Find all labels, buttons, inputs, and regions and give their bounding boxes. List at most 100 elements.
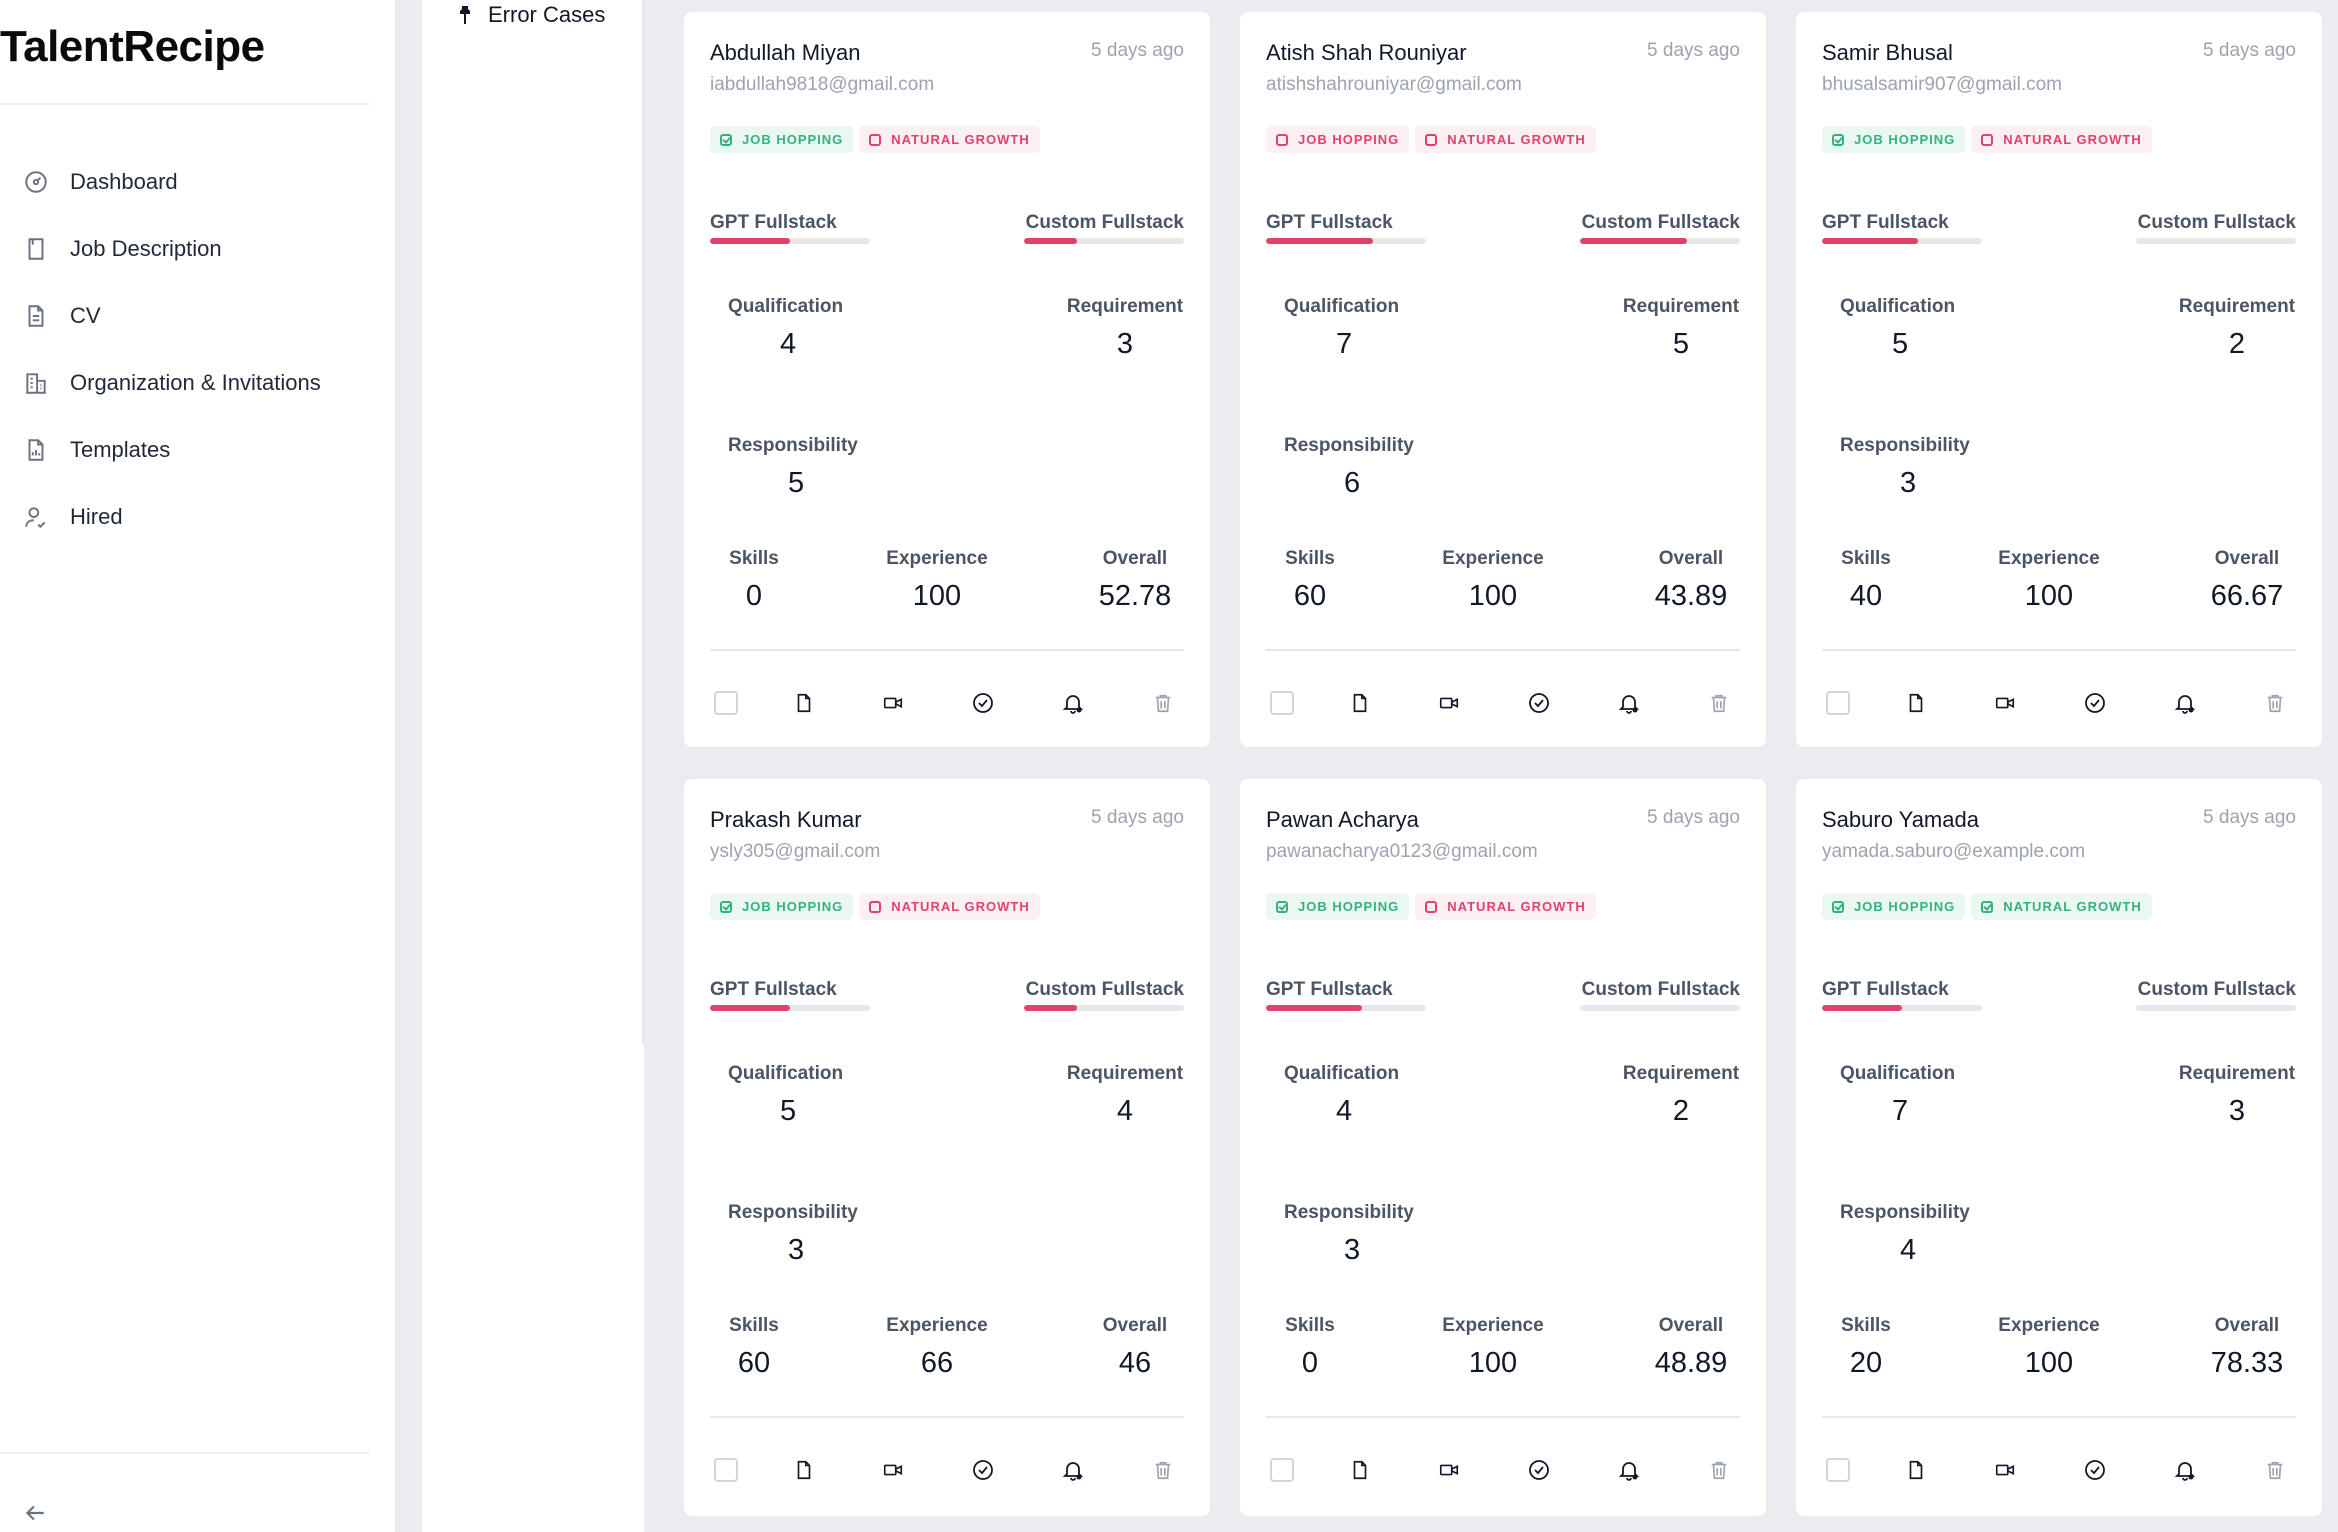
tag-checkbox-icon bbox=[720, 900, 732, 913]
gpt-fullstack-bar bbox=[1266, 238, 1426, 244]
select-checkbox[interactable] bbox=[710, 1454, 742, 1486]
card-actions bbox=[1266, 687, 1740, 727]
view-cv-button[interactable] bbox=[1900, 1454, 1932, 1486]
gpt-fullstack-bar bbox=[1822, 238, 1982, 244]
gpt-fullstack-score: GPT Fullstack bbox=[1822, 979, 1982, 1011]
candidate-card[interactable]: Pawan Acharya 5 days ago pawanacharya012… bbox=[1240, 779, 1766, 1516]
approve-button[interactable] bbox=[967, 687, 999, 719]
view-cv-button[interactable] bbox=[1344, 1454, 1376, 1486]
delete-button[interactable] bbox=[2259, 1454, 2291, 1486]
checkbox-box bbox=[1826, 1458, 1850, 1482]
select-checkbox[interactable] bbox=[1266, 687, 1298, 719]
sidebar-item-label: Dashboard bbox=[70, 168, 178, 194]
gpt-fullstack-score: GPT Fullstack bbox=[1266, 979, 1426, 1011]
tag-checkbox-icon bbox=[869, 133, 882, 146]
stat-label: Skills bbox=[1841, 1315, 1891, 1336]
gpt-fullstack-bar-fill bbox=[710, 1005, 790, 1011]
card-actions bbox=[1822, 687, 2296, 727]
candidate-card[interactable]: Saburo Yamada 5 days ago yamada.saburo@e… bbox=[1796, 779, 2322, 1516]
experience-stat: Experience 100 bbox=[1433, 1315, 1553, 1380]
stat-value: 3 bbox=[1116, 328, 1134, 360]
notify-button[interactable] bbox=[2169, 1454, 2201, 1486]
delete-button[interactable] bbox=[2259, 687, 2291, 719]
candidate-timestamp: 5 days ago bbox=[1091, 40, 1184, 61]
responsibility-stat: Responsibility 3 bbox=[1840, 435, 1980, 500]
stat-value: 40 bbox=[1849, 580, 1883, 612]
view-cv-button[interactable] bbox=[1344, 687, 1376, 719]
error-cases-link[interactable]: Error Cases bbox=[456, 2, 605, 28]
video-interview-button[interactable] bbox=[1433, 687, 1465, 719]
delete-button[interactable] bbox=[1147, 1454, 1179, 1486]
building-icon bbox=[22, 369, 50, 397]
candidate-tags: JOB HOPPING NATURAL GROWTH bbox=[710, 893, 1040, 920]
view-cv-button[interactable] bbox=[1900, 687, 1932, 719]
video-interview-button[interactable] bbox=[1989, 1454, 2021, 1486]
sidebar-item-dashboard[interactable]: Dashboard bbox=[0, 148, 395, 215]
notify-button[interactable] bbox=[1057, 687, 1089, 719]
gpt-fullstack-label: GPT Fullstack bbox=[1822, 212, 1949, 233]
select-checkbox[interactable] bbox=[1822, 687, 1854, 719]
skills-stat: Skills 20 bbox=[1836, 1315, 1896, 1380]
sidebar-item-templates[interactable]: Templates bbox=[0, 416, 395, 483]
stat-value: 20 bbox=[1849, 1347, 1883, 1379]
sidebar-item-label: Templates bbox=[70, 436, 171, 462]
file-icon bbox=[797, 693, 811, 713]
stat-label: Responsibility bbox=[1840, 435, 1970, 456]
stat-value: 4 bbox=[1900, 1234, 1917, 1266]
stat-value: 2 bbox=[1672, 1095, 1690, 1127]
delete-button[interactable] bbox=[1703, 687, 1735, 719]
tag-checkbox-icon bbox=[1981, 900, 1994, 913]
candidate-name: Prakash Kumar bbox=[710, 807, 862, 832]
select-checkbox[interactable] bbox=[1266, 1454, 1298, 1486]
gpt-fullstack-bar bbox=[710, 1005, 870, 1011]
candidate-card[interactable]: Samir Bhusal 5 days ago bhusalsamir907@g… bbox=[1796, 12, 2322, 747]
stat-value: 3 bbox=[2228, 1095, 2246, 1127]
sidebar-item-job-description[interactable]: Job Description bbox=[0, 215, 395, 282]
card-divider bbox=[710, 649, 1184, 651]
sidebar-item-cv[interactable]: CV bbox=[0, 282, 395, 349]
qualification-stat: Qualification 5 bbox=[1840, 296, 1960, 361]
template-file-icon bbox=[22, 436, 50, 464]
approve-button[interactable] bbox=[2079, 687, 2111, 719]
candidate-card[interactable]: Atish Shah Rouniyar 5 days ago atishshah… bbox=[1240, 12, 1766, 747]
tag-checkbox-icon bbox=[1981, 133, 1994, 146]
tag-label: JOB HOPPING bbox=[1854, 132, 1956, 147]
stat-label: Requirement bbox=[2178, 296, 2296, 317]
approve-button[interactable] bbox=[967, 1454, 999, 1486]
gpt-fullstack-bar bbox=[1822, 1005, 1982, 1011]
sidebar-item-organization[interactable]: Organization & Invitations bbox=[0, 349, 395, 416]
approve-button[interactable] bbox=[1523, 1454, 1555, 1486]
tag-label: NATURAL GROWTH bbox=[2003, 132, 2142, 147]
view-cv-button[interactable] bbox=[788, 687, 820, 719]
stat-label: Responsibility bbox=[728, 435, 858, 456]
stat-value: 5 bbox=[788, 467, 805, 499]
candidate-card[interactable]: Prakash Kumar 5 days ago ysly305@gmail.c… bbox=[684, 779, 1210, 1516]
collapse-sidebar-button[interactable] bbox=[20, 1498, 50, 1528]
notify-button[interactable] bbox=[2169, 687, 2201, 719]
tag-checkbox-icon bbox=[1276, 133, 1288, 146]
stat-label: Experience bbox=[1998, 1315, 2100, 1336]
select-checkbox[interactable] bbox=[1822, 1454, 1854, 1486]
video-interview-button[interactable] bbox=[877, 687, 909, 719]
video-icon bbox=[883, 697, 903, 709]
video-interview-button[interactable] bbox=[1989, 687, 2021, 719]
approve-button[interactable] bbox=[1523, 687, 1555, 719]
candidate-tags: JOB HOPPING NATURAL GROWTH bbox=[1266, 126, 1596, 153]
delete-button[interactable] bbox=[1147, 687, 1179, 719]
video-icon bbox=[1995, 1464, 2015, 1476]
view-cv-button[interactable] bbox=[788, 1454, 820, 1486]
video-interview-button[interactable] bbox=[877, 1454, 909, 1486]
custom-fullstack-label: Custom Fullstack bbox=[1025, 212, 1184, 233]
notify-button[interactable] bbox=[1057, 1454, 1089, 1486]
delete-button[interactable] bbox=[1703, 1454, 1735, 1486]
video-icon bbox=[1439, 1464, 1459, 1476]
candidate-card[interactable]: Abdullah Miyan 5 days ago iabdullah9818@… bbox=[684, 12, 1210, 747]
sidebar-item-hired[interactable]: Hired bbox=[0, 483, 395, 550]
notify-button[interactable] bbox=[1613, 1454, 1645, 1486]
approve-button[interactable] bbox=[2079, 1454, 2111, 1486]
select-checkbox[interactable] bbox=[710, 687, 742, 719]
video-interview-button[interactable] bbox=[1433, 1454, 1465, 1486]
notify-button[interactable] bbox=[1613, 687, 1645, 719]
requirement-stat: Requirement 4 bbox=[1060, 1063, 1190, 1128]
job-hopping-tag: JOB HOPPING bbox=[1822, 126, 1966, 153]
